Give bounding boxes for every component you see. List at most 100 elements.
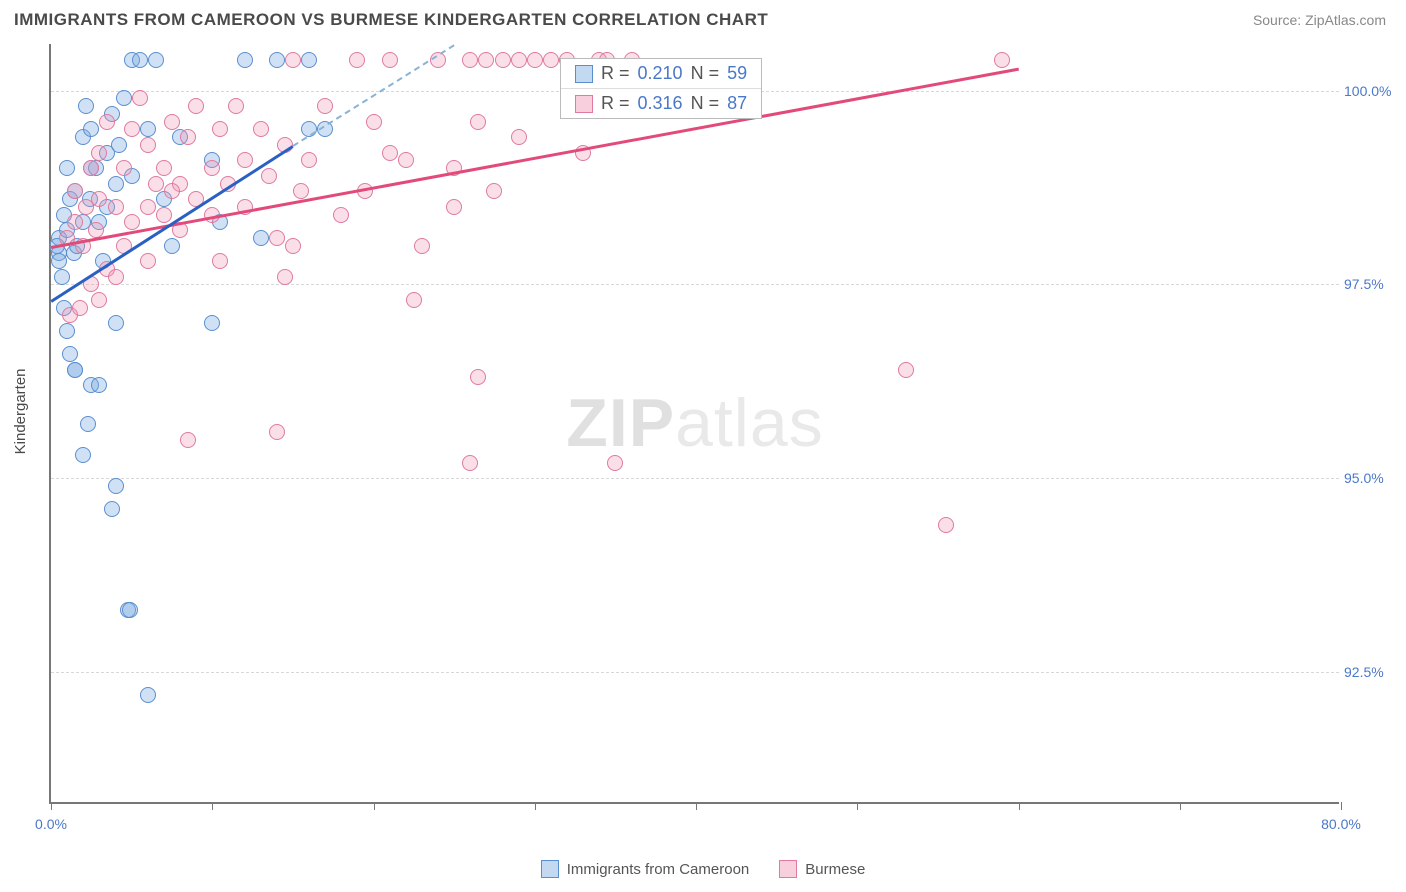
- data-point: [366, 114, 382, 130]
- data-point: [994, 52, 1010, 68]
- data-point: [382, 52, 398, 68]
- legend-item-cameroon: Immigrants from Cameroon: [541, 860, 750, 878]
- data-point: [140, 687, 156, 703]
- data-point: [511, 129, 527, 145]
- data-point: [59, 160, 75, 176]
- data-point: [269, 424, 285, 440]
- swatch-icon: [575, 65, 593, 83]
- scatter-plot: ZIPatlas 92.5%95.0%97.5%100.0%0.0%80.0%: [49, 44, 1339, 804]
- data-point: [116, 90, 132, 106]
- y-axis-label: Kindergarten: [12, 368, 29, 454]
- data-point: [67, 183, 83, 199]
- data-point: [446, 199, 462, 215]
- source-label: Source: ZipAtlas.com: [1253, 12, 1386, 28]
- data-point: [285, 238, 301, 254]
- data-point: [132, 52, 148, 68]
- stat-label: R =: [601, 63, 630, 84]
- data-point: [108, 269, 124, 285]
- data-point: [62, 346, 78, 362]
- legend: Immigrants from Cameroon Burmese: [0, 860, 1406, 878]
- data-point: [293, 183, 309, 199]
- correlation-stats-box: R = 0.210 N = 59 R = 0.316 N = 87: [560, 58, 762, 119]
- data-point: [122, 602, 138, 618]
- data-point: [269, 52, 285, 68]
- stat-label: N =: [691, 93, 720, 114]
- data-point: [132, 90, 148, 106]
- data-point: [253, 230, 269, 246]
- data-point: [212, 253, 228, 269]
- data-point: [83, 121, 99, 137]
- swatch-icon: [575, 95, 593, 113]
- x-tick: [374, 802, 375, 810]
- data-point: [124, 121, 140, 137]
- data-point: [75, 447, 91, 463]
- data-point: [156, 207, 172, 223]
- x-tick: [535, 802, 536, 810]
- data-point: [228, 98, 244, 114]
- data-point: [54, 269, 70, 285]
- data-point: [108, 176, 124, 192]
- gridline: [51, 478, 1339, 479]
- data-point: [108, 315, 124, 331]
- stat-label: N =: [691, 63, 720, 84]
- data-point: [478, 52, 494, 68]
- data-point: [607, 455, 623, 471]
- data-point: [124, 214, 140, 230]
- data-point: [301, 52, 317, 68]
- y-tick-label: 95.0%: [1344, 470, 1399, 486]
- trend-line: [51, 67, 1019, 248]
- data-point: [164, 114, 180, 130]
- data-point: [188, 98, 204, 114]
- legend-label: Immigrants from Cameroon: [567, 861, 750, 878]
- swatch-icon: [541, 860, 559, 878]
- watermark: ZIPatlas: [566, 384, 823, 462]
- data-point: [180, 432, 196, 448]
- data-point: [99, 114, 115, 130]
- data-point: [140, 199, 156, 215]
- data-point: [91, 191, 107, 207]
- gridline: [51, 284, 1339, 285]
- n-value: 59: [727, 63, 747, 84]
- data-point: [111, 137, 127, 153]
- data-point: [204, 315, 220, 331]
- data-point: [91, 377, 107, 393]
- data-point: [80, 416, 96, 432]
- data-point: [108, 478, 124, 494]
- stat-label: R =: [601, 93, 630, 114]
- data-point: [108, 199, 124, 215]
- data-point: [285, 52, 301, 68]
- chart-title: IMMIGRANTS FROM CAMEROON VS BURMESE KIND…: [14, 10, 768, 30]
- data-point: [148, 176, 164, 192]
- data-point: [253, 121, 269, 137]
- data-point: [495, 52, 511, 68]
- legend-label: Burmese: [805, 861, 865, 878]
- r-value: 0.210: [638, 63, 683, 84]
- data-point: [204, 160, 220, 176]
- data-point: [333, 207, 349, 223]
- x-tick: [51, 802, 52, 810]
- data-point: [269, 230, 285, 246]
- y-tick-label: 100.0%: [1344, 83, 1399, 99]
- data-point: [349, 52, 365, 68]
- stats-row: R = 0.210 N = 59: [561, 59, 761, 88]
- data-point: [382, 145, 398, 161]
- data-point: [78, 98, 94, 114]
- data-point: [527, 52, 543, 68]
- data-point: [59, 323, 75, 339]
- data-point: [51, 253, 67, 269]
- data-point: [462, 52, 478, 68]
- data-point: [104, 501, 120, 517]
- data-point: [938, 517, 954, 533]
- n-value: 87: [727, 93, 747, 114]
- data-point: [898, 362, 914, 378]
- data-point: [180, 129, 196, 145]
- data-point: [301, 152, 317, 168]
- chart-header: IMMIGRANTS FROM CAMEROON VS BURMESE KIND…: [0, 0, 1406, 34]
- data-point: [140, 137, 156, 153]
- data-point: [406, 292, 422, 308]
- data-point: [237, 52, 253, 68]
- data-point: [140, 121, 156, 137]
- x-tick: [696, 802, 697, 810]
- data-point: [67, 214, 83, 230]
- data-point: [511, 52, 527, 68]
